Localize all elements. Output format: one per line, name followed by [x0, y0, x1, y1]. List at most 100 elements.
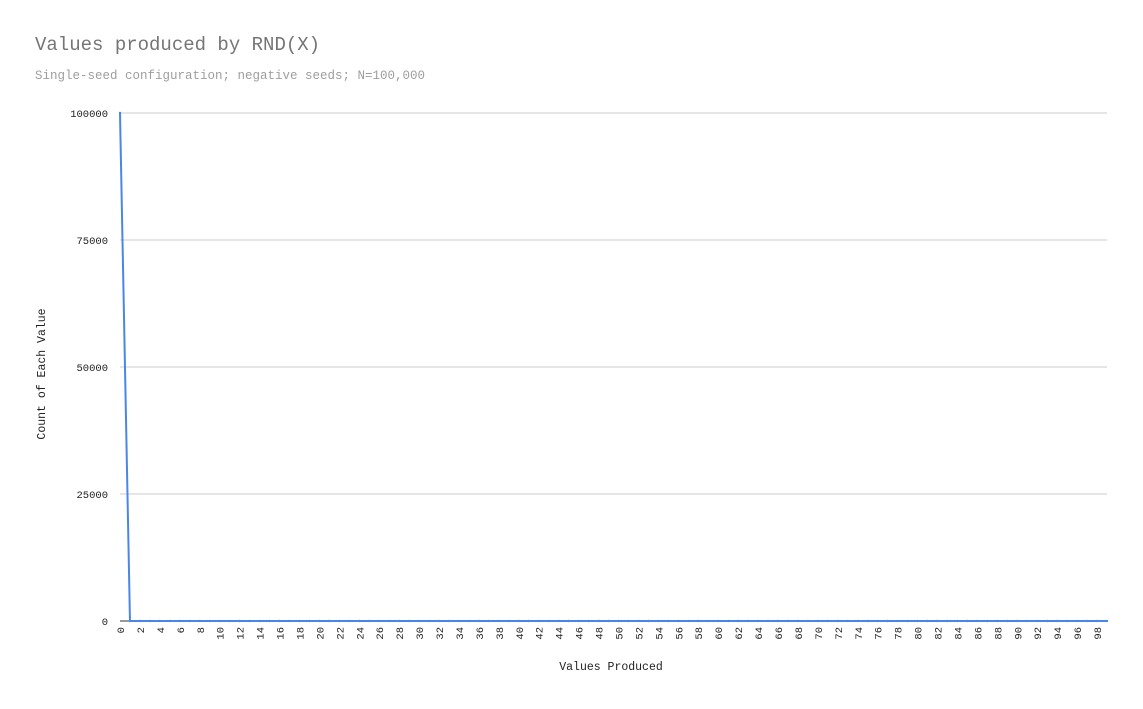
data-point: [248, 619, 251, 623]
data-point: [1045, 619, 1049, 623]
data-point: [328, 619, 331, 623]
data-point: [358, 619, 361, 623]
data-point: [278, 619, 281, 623]
chart-subtitle: Single-seed configuration; negative seed…: [35, 69, 426, 83]
data-point: [746, 619, 750, 623]
data-point: [667, 619, 670, 623]
y-tick-label: 25000: [76, 490, 108, 502]
data-point: [477, 619, 481, 623]
data-point: [397, 619, 401, 623]
x-tick-label: 98: [1093, 627, 1105, 640]
data-point: [707, 619, 710, 623]
data-point: [756, 619, 760, 623]
data-point: [457, 619, 461, 623]
series-layer: [118, 111, 1109, 623]
data-point: [1006, 619, 1009, 623]
y-tick-label: 50000: [76, 363, 108, 375]
data-point: [1075, 619, 1079, 623]
data-point: [607, 619, 610, 623]
x-tick-label: 94: [1053, 627, 1065, 640]
y-axis-title: Count of Each Value: [36, 308, 49, 439]
x-tick-label: 42: [535, 627, 547, 640]
x-tick-label: 6: [176, 627, 188, 633]
x-tick-label: 88: [993, 627, 1005, 640]
data-point: [158, 619, 162, 623]
data-point: [557, 619, 560, 623]
x-tick-label: 10: [216, 627, 228, 640]
data-point: [128, 619, 132, 623]
x-tick-label: 52: [634, 627, 646, 640]
data-point: [776, 619, 780, 623]
data-point: [627, 619, 630, 623]
x-tick-label: 14: [256, 627, 268, 640]
x-tick-label: 26: [375, 627, 387, 640]
x-tick-label: 18: [295, 627, 307, 640]
x-tick-label: 66: [774, 627, 786, 640]
x-tick-label: 90: [1013, 627, 1025, 640]
data-point: [1026, 619, 1029, 623]
data-point: [577, 619, 580, 623]
data-point: [926, 619, 929, 623]
data-point: [617, 619, 620, 623]
data-point: [407, 619, 411, 623]
x-tick-label: 8: [196, 627, 208, 633]
data-point: [806, 619, 810, 623]
data-point: [906, 619, 909, 623]
x-tick-label: 22: [335, 627, 347, 640]
data-point: [687, 619, 690, 623]
x-tick-label: 74: [854, 627, 866, 640]
data-point: [866, 619, 869, 623]
chart-title: Values produced by RND(X): [35, 34, 321, 56]
x-tick-label: 44: [555, 627, 567, 640]
data-point: [288, 619, 291, 623]
data-point: [378, 619, 381, 623]
data-point: [368, 619, 371, 623]
data-point: [896, 619, 899, 623]
y-tick-label: 0: [102, 617, 108, 629]
data-point: [208, 619, 211, 623]
data-point: [497, 619, 501, 623]
data-point: [268, 619, 271, 623]
x-tick-label: 60: [714, 627, 726, 640]
x-tick-label: 92: [1033, 627, 1045, 640]
data-point: [1095, 619, 1099, 623]
x-tick-label: 50: [614, 627, 626, 640]
data-point: [178, 619, 182, 623]
data-point: [816, 619, 820, 623]
x-tick-label: 28: [395, 627, 407, 640]
data-point: [567, 619, 570, 623]
x-tick-label: 20: [315, 627, 327, 640]
data-point: [726, 619, 730, 623]
x-tick-label: 30: [415, 627, 427, 640]
data-point: [1036, 619, 1039, 623]
data-point: [856, 619, 859, 623]
data-point: [537, 619, 540, 623]
data-point: [956, 619, 959, 623]
data-point: [417, 619, 421, 623]
x-tick-label: 24: [355, 627, 367, 640]
x-tick-label: 38: [495, 627, 507, 640]
data-point: [148, 619, 152, 623]
x-tick-label: 54: [654, 627, 666, 640]
data-point: [348, 619, 351, 623]
series-line: [119, 112, 1107, 622]
data-point: [836, 619, 840, 623]
x-tick-label: 4: [156, 627, 168, 633]
data-point: [796, 619, 800, 623]
data-point: [587, 619, 590, 623]
data-point: [547, 619, 550, 623]
data-point: [168, 619, 172, 623]
data-point: [826, 619, 830, 623]
data-point: [1105, 619, 1109, 623]
x-tick-label: 64: [754, 627, 766, 640]
x-tick-label: 82: [934, 627, 946, 640]
x-tick-label: 36: [475, 627, 487, 640]
x-tick-label: 70: [814, 627, 826, 640]
data-point: [258, 619, 261, 623]
data-point: [766, 619, 770, 623]
data-point: [697, 619, 700, 623]
data-point: [876, 619, 879, 623]
x-tick-label: 2: [136, 627, 148, 633]
y-tick-label: 100000: [70, 109, 108, 121]
x-tick-label: 78: [894, 627, 906, 640]
